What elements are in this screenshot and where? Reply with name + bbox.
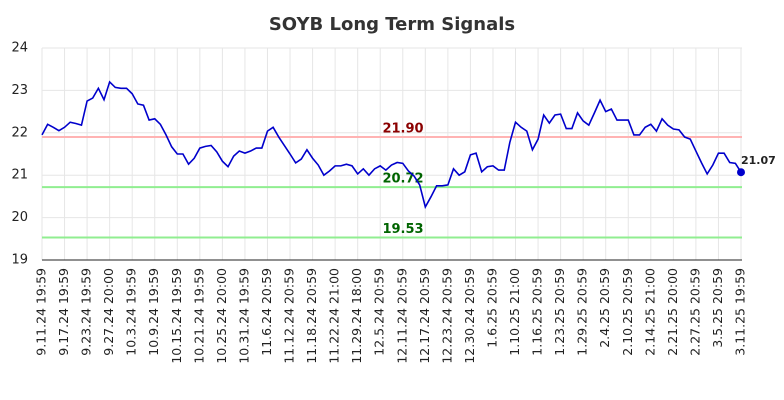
y-tick-label: 24 [11,41,28,56]
x-tick-label: 9.27.24 20:00 [101,268,116,356]
x-tick-label: 10.21.24 19:59 [191,268,206,364]
x-tick-label: 11.29.24 18:00 [349,268,364,364]
x-tick-label: 12.30.24 20:59 [462,268,477,364]
last-value-label: 21.07 [741,154,776,167]
x-tick-label: 12.17.24 20:59 [417,268,432,364]
x-tick-label: 2.21.25 20:00 [665,268,680,356]
x-tick-label: 12.5.24 20:59 [372,268,387,356]
x-tick-label: 10.9.24 19:59 [146,268,161,356]
last-point [737,168,745,177]
y-tick-label: 21 [11,168,28,183]
x-tick-label: 1.6.25 20:59 [484,268,499,348]
x-tick-label: 2.10.25 20:59 [620,268,635,356]
x-tick-label: 1.29.25 20:59 [575,268,590,356]
x-tick-label: 3.5.25 20:59 [710,268,725,348]
x-tick-label: 9.23.24 19:59 [79,268,94,356]
chart-title: SOYB Long Term Signals [269,14,515,35]
reference-label: 20.72 [382,172,423,187]
x-tick-label: 2.14.25 21:00 [642,268,657,356]
reference-label: 19.53 [382,222,423,237]
x-tick-label: 1.23.25 20:59 [552,268,567,356]
x-tick-label: 2.27.25 20:59 [687,268,702,356]
x-tick-label: 11.18.24 20:59 [304,268,319,364]
x-tick-label: 10.15.24 19:59 [169,268,184,364]
x-tick-label: 2.4.25 20:59 [597,268,612,348]
x-tick-label: 10.31.24 19:59 [236,268,251,364]
x-tick-label: 9.17.24 19:59 [56,268,71,356]
x-tick-label: 11.6.24 20:59 [259,268,274,356]
x-tick-label: 11.22.24 21:00 [327,268,342,364]
x-tick-label: 11.12.24 20:59 [282,268,297,364]
x-tick-label: 10.3.24 19:59 [124,268,139,356]
reference-label: 21.90 [382,122,423,137]
y-tick-label: 19 [11,253,28,268]
x-tick-label: 10.25.24 20:00 [214,268,229,364]
x-tick-label: 12.23.24 20:59 [439,268,454,364]
x-tick-label: 9.11.24 19:59 [34,268,49,356]
x-tick-label: 1.10.25 21:00 [507,268,522,356]
y-tick-label: 23 [11,83,28,98]
price-line [41,80,742,210]
x-tick-label: 3.11.25 19:59 [733,268,748,356]
y-tick-label: 20 [11,210,28,225]
x-tick-label: 1.16.25 20:59 [530,268,545,356]
x-tick-label: 12.11.24 20:59 [394,268,409,364]
y-tick-label: 22 [11,125,28,140]
